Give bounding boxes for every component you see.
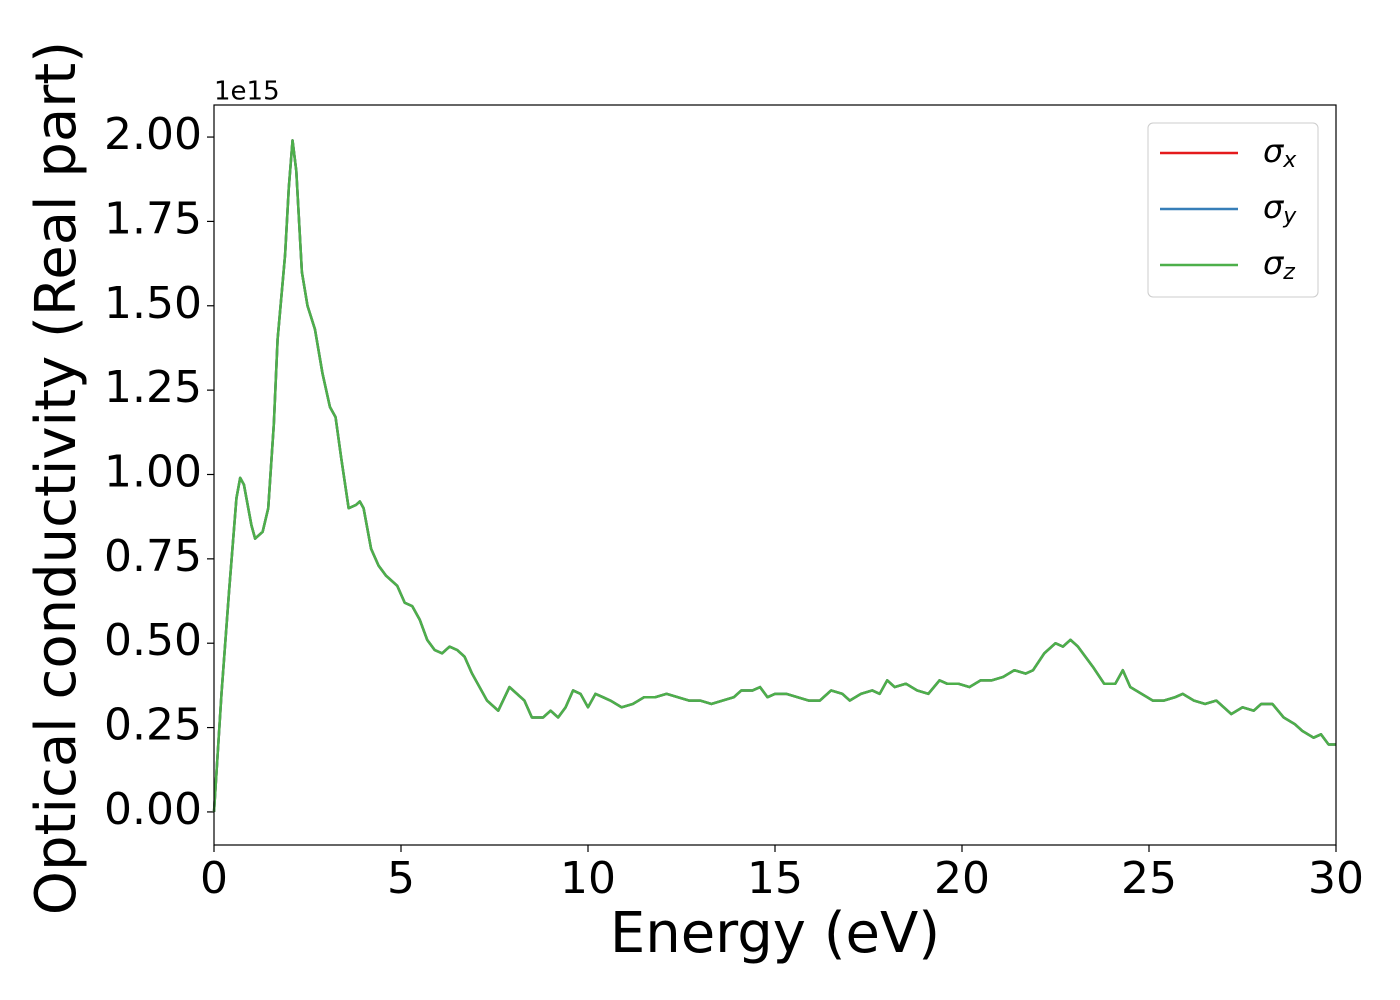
x-axis-label: Energy (eV) (610, 901, 940, 966)
x-tick-label: 15 (747, 853, 803, 904)
x-tick-label: 20 (934, 853, 990, 904)
y-tick-label: 0.75 (104, 531, 202, 582)
y-tick-label: 2.00 (104, 109, 202, 160)
y-tick-label: 1.00 (104, 446, 202, 497)
y-tick-label: 1.50 (104, 278, 202, 329)
x-tick-label: 0 (200, 853, 228, 904)
legend-label: σz (1263, 244, 1295, 285)
x-tick-label: 25 (1121, 853, 1177, 904)
y-tick-label: 1.25 (104, 362, 202, 413)
y-offset-label: 1e15 (214, 77, 280, 107)
x-tick-label: 5 (387, 853, 415, 904)
y-tick-label: 1.75 (104, 193, 202, 244)
y-tick-label: 0.25 (104, 700, 202, 751)
series-line (212, 139, 1336, 813)
y-axis-label: Optical conductivity (Real part) (24, 41, 89, 915)
legend-label: σy (1263, 188, 1297, 229)
x-tick-label: 30 (1308, 853, 1364, 904)
legend-label: σx (1263, 132, 1297, 173)
y-tick-label: 0.00 (104, 784, 202, 835)
plot-frame (213, 104, 1337, 846)
y-tick-label: 0.50 (104, 615, 202, 666)
x-tick-label: 10 (560, 853, 616, 904)
legend: σx σy σz (1147, 122, 1319, 298)
